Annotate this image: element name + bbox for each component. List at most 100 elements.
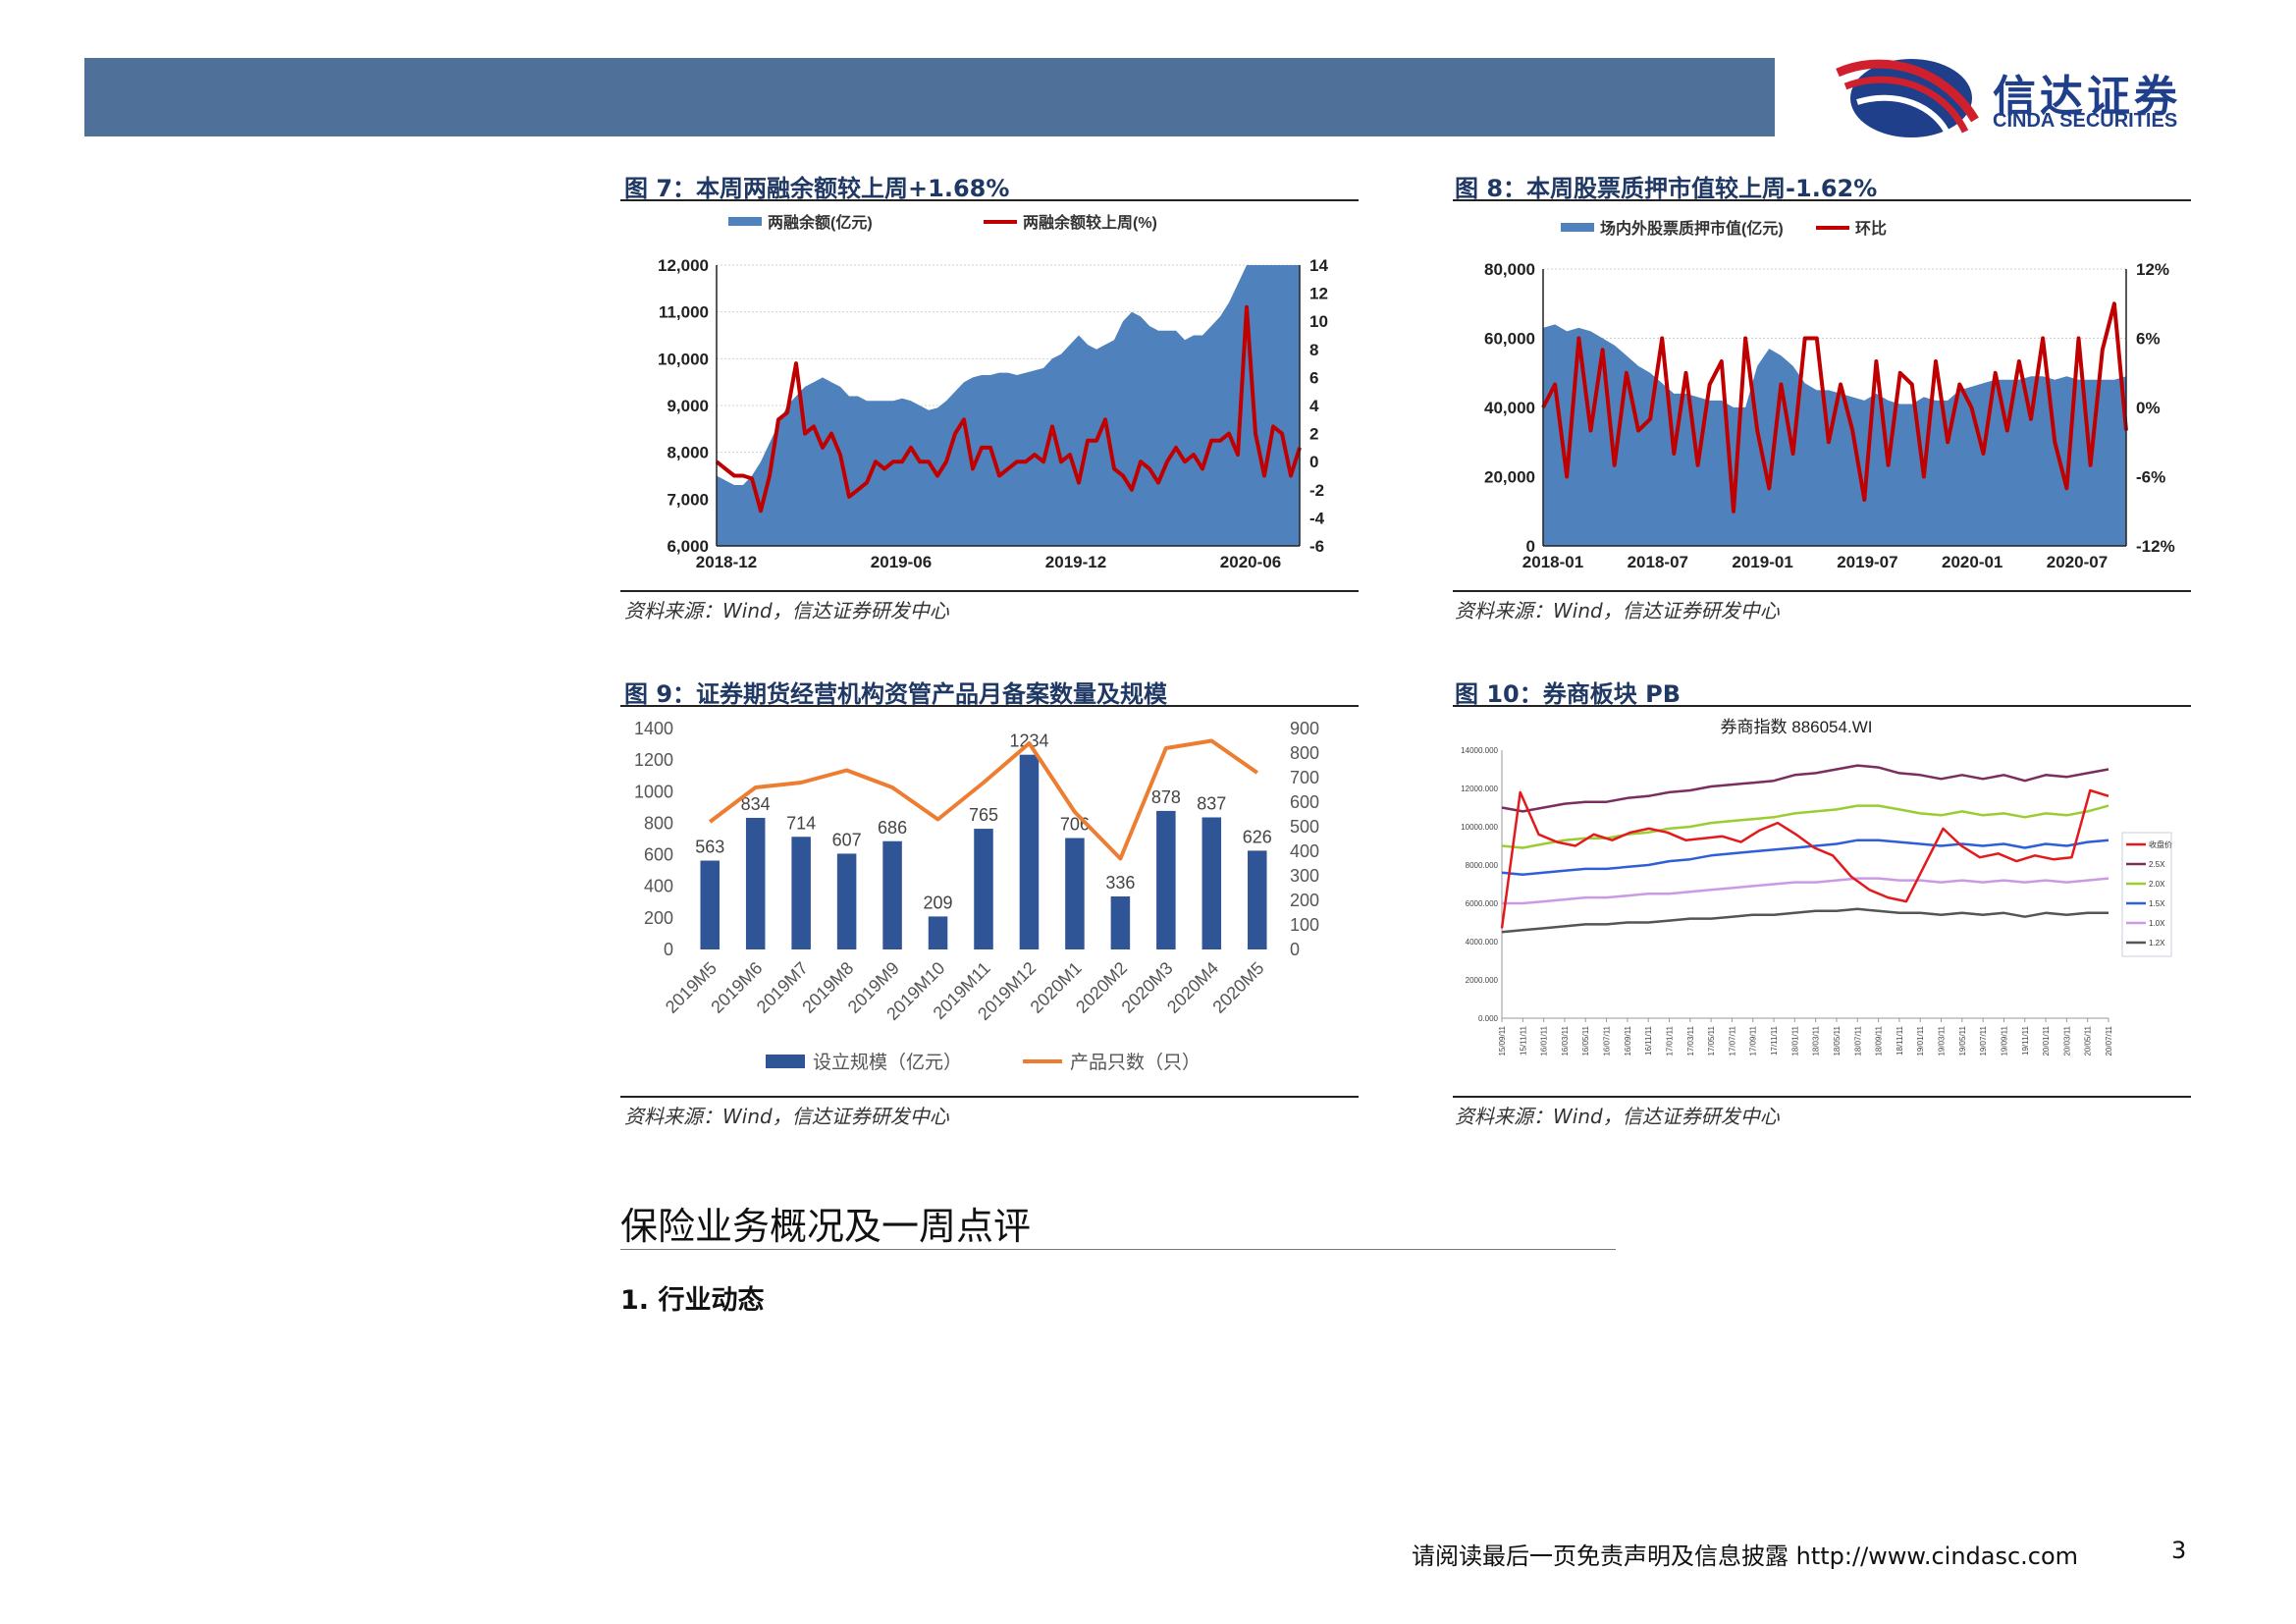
bar — [1065, 838, 1085, 949]
chart-asset-mgmt-filings: 0 200 400 600 800 1000 1200 1400 0 100 200 300 400 50… — [634, 719, 1319, 1073]
y-left-tick-label: 10,000 — [658, 350, 709, 368]
y-left-tick-label: 12,000 — [658, 256, 709, 275]
bar — [1019, 754, 1040, 949]
x-tick-label: 19/07/11 — [1979, 1025, 1988, 1056]
legend-swatch — [766, 1055, 805, 1068]
chart-title: 券商指数 886054.WI — [1721, 718, 1873, 736]
figure-10-source: 资料来源：Wind，信达证券研发中心 — [1455, 1105, 1780, 1128]
bar — [700, 860, 720, 949]
y-right-tick-label: 14 — [1309, 256, 1328, 275]
footer-disclaimer: 请阅读最后一页免责声明及信息披露 http://www.cindasc.com — [1412, 1543, 2079, 1570]
y-left-tick-label: 600 — [644, 845, 673, 865]
legend-label: 1.0X — [2149, 919, 2165, 928]
legend-label: 两融余额较上周(%) — [1023, 213, 1157, 232]
x-tick-label: 18/11/11 — [1896, 1025, 1904, 1056]
line-series — [1541, 301, 2128, 514]
section-heading: 保险业务概况及一周点评 — [620, 1205, 1032, 1248]
y-tick-label: 14000.000 — [1461, 746, 1498, 755]
x-tick-label: 17/07/11 — [1728, 1025, 1736, 1056]
x-tick-label: 20/05/11 — [2084, 1025, 2093, 1056]
y-right-tick-label: 400 — [1290, 841, 1319, 861]
bar-data-label: 686 — [878, 818, 907, 838]
x-tick-label: 19/09/11 — [2000, 1025, 2008, 1056]
bar — [791, 837, 811, 949]
y-right-tick-label: 700 — [1290, 768, 1319, 787]
y-right-tick-label: 8 — [1309, 341, 1318, 359]
y-right-tick-label: 300 — [1290, 866, 1319, 886]
y-right-tick-label: 200 — [1290, 891, 1319, 910]
line-series — [1501, 764, 2109, 813]
x-tick-label: 17/11/11 — [1770, 1025, 1779, 1056]
y-right-tick-label: 6 — [1309, 368, 1318, 387]
legend-label: 设立规模（亿元） — [813, 1052, 962, 1073]
y-tick-label: 12000.000 — [1461, 785, 1498, 793]
bar-data-label: 714 — [786, 813, 816, 833]
chart-stock-pledge: 场内外股票质押市值(亿元) 环比 0 20,000 40,000 60,000 80,000… — [1484, 219, 2175, 571]
figure-9-top-rule — [620, 705, 1359, 707]
y-left-tick-label: 9,000 — [667, 397, 709, 415]
figure-9-bottom-rule — [620, 1096, 1359, 1098]
y-right-tick-label: 12% — [2136, 260, 2169, 279]
y-left-tick-label: 80,000 — [1484, 260, 1535, 279]
y-right-tick-label: 6% — [2136, 330, 2161, 349]
y-left-tick-label: 60,000 — [1484, 330, 1535, 349]
x-tick-label: 16/03/11 — [1561, 1025, 1570, 1056]
x-tick-label: 17/03/11 — [1686, 1025, 1695, 1056]
legend-swatch — [1561, 223, 1594, 232]
figure-7-bottom-rule — [620, 590, 1359, 592]
y-right-tick-label: 12 — [1309, 285, 1328, 303]
x-tick-label: 17/01/11 — [1665, 1025, 1674, 1056]
x-tick-label: 19/01/11 — [1916, 1025, 1925, 1056]
y-left-tick-label: 6,000 — [667, 537, 709, 556]
line-series — [1502, 877, 2109, 905]
y-right-tick-label: 900 — [1290, 719, 1319, 738]
figure-8-source: 资料来源：Wind，信达证券研发中心 — [1455, 599, 1780, 623]
y-left-tick-label: 200 — [644, 908, 673, 928]
legend-label: 1.2X — [2149, 939, 2165, 947]
bar-data-label: 837 — [1197, 793, 1226, 813]
y-right-tick-label: 0 — [1309, 453, 1318, 471]
y-tick-label: 8000.000 — [1466, 861, 1499, 870]
logo-icon — [1836, 59, 1979, 139]
y-left-tick-label: 1400 — [634, 719, 673, 738]
y-right-tick-label: 800 — [1290, 743, 1319, 763]
y-tick-label: 6000.000 — [1466, 899, 1499, 908]
x-tick-label: 20/07/11 — [2105, 1025, 2113, 1056]
y-left-tick-label: 800 — [644, 813, 673, 833]
bar — [928, 916, 948, 949]
bar-data-label: 563 — [695, 838, 724, 857]
y-left-tick-label: 400 — [644, 877, 673, 896]
y-right-tick-label: 0% — [2136, 399, 2161, 417]
legend-label: 产品只数（只） — [1070, 1052, 1201, 1073]
header-bar — [84, 58, 1775, 136]
brand-name-en: CINDA SECURITIES — [1993, 110, 2178, 132]
x-tick-label: 2020M5 — [1208, 958, 1267, 1017]
x-tick-label: 2019-12 — [1045, 553, 1106, 571]
legend-label: 环比 — [1855, 220, 1887, 238]
y-right-tick-label: 100 — [1290, 915, 1319, 935]
y-left-tick-label: 0 — [664, 940, 673, 959]
bar — [974, 829, 993, 949]
x-tick-label: 2020-01 — [1942, 553, 2002, 571]
y-left-tick-label: 1200 — [634, 750, 673, 770]
x-tick-label: 15/09/11 — [1498, 1025, 1507, 1056]
y-right-tick-label: 10 — [1309, 312, 1328, 331]
x-tick-label: 2020-07 — [2047, 553, 2108, 571]
bar — [1110, 896, 1131, 949]
y-left-tick-label: 11,000 — [659, 303, 709, 322]
x-tick-label: 16/07/11 — [1603, 1025, 1612, 1056]
figure-7-source: 资料来源：Wind，信达证券研发中心 — [624, 599, 949, 623]
bar — [836, 853, 857, 949]
figure-8-title: 图 8：本周股票质押市值较上周-1.62% — [1455, 175, 1878, 202]
chart-broker-pb: 券商指数 886054.WI 0.000 2000.000 4000.000 6000.… — [1461, 718, 2172, 1056]
line-series — [708, 738, 1258, 861]
legend-box — [2121, 832, 2172, 957]
bar — [1156, 810, 1176, 949]
y-right-tick-label: 0 — [1290, 940, 1300, 959]
line-series — [1501, 907, 2109, 934]
x-tick-label: 16/11/11 — [1644, 1025, 1653, 1056]
y-tick-label: 10000.000 — [1461, 823, 1498, 832]
y-right-tick-label: 500 — [1290, 817, 1319, 837]
figure-9-title: 图 9：证券期货经营机构资管产品月备案数量及规模 — [624, 680, 1168, 708]
legend-label: 2.5X — [2149, 860, 2165, 869]
